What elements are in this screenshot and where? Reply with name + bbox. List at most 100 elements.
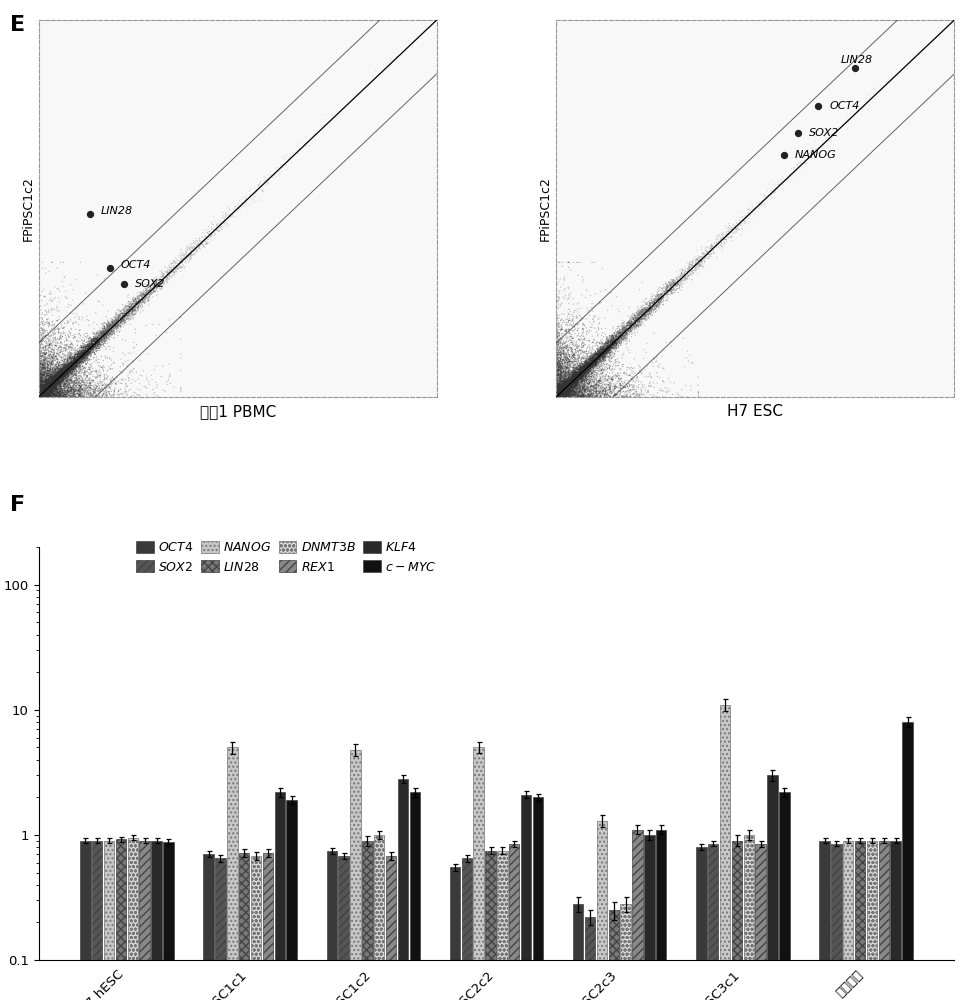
Point	[88, 336, 103, 352]
Point	[588, 347, 603, 363]
Point	[645, 297, 660, 313]
Point	[576, 386, 591, 402]
Point	[33, 332, 48, 348]
Point	[674, 265, 689, 281]
Point	[602, 336, 617, 352]
Point	[609, 330, 625, 346]
Point	[160, 262, 175, 278]
Point	[557, 388, 573, 404]
Point	[53, 365, 68, 381]
Point	[559, 376, 575, 392]
Point	[635, 304, 651, 320]
Point	[622, 316, 637, 332]
Point	[38, 368, 53, 384]
Point	[557, 386, 573, 402]
Point	[48, 375, 64, 391]
Point	[566, 370, 581, 386]
Point	[38, 388, 53, 404]
Point	[564, 376, 579, 392]
Point	[582, 358, 598, 374]
Point	[574, 332, 589, 348]
Point	[82, 340, 97, 356]
Point	[581, 354, 597, 370]
Point	[569, 360, 584, 376]
Point	[553, 381, 569, 397]
Point	[38, 340, 53, 356]
Point	[737, 208, 753, 224]
Point	[36, 387, 51, 403]
Point	[663, 284, 679, 300]
Point	[94, 332, 109, 348]
Point	[666, 275, 682, 291]
Point	[614, 328, 629, 344]
Point	[106, 386, 121, 402]
Point	[575, 363, 590, 379]
Point	[36, 386, 51, 402]
Point	[737, 215, 753, 231]
Point	[643, 297, 658, 313]
Point	[74, 339, 90, 355]
Point	[576, 368, 591, 384]
Point	[568, 388, 583, 404]
Point	[557, 374, 573, 390]
Point	[44, 361, 60, 377]
Point	[125, 292, 141, 308]
Point	[576, 371, 591, 387]
Point	[601, 333, 616, 349]
Point	[557, 367, 573, 383]
Point	[32, 361, 47, 377]
Point	[590, 379, 605, 395]
Point	[43, 367, 59, 383]
Point	[142, 282, 157, 298]
Point	[73, 347, 89, 363]
Point	[107, 384, 122, 400]
Point	[98, 386, 114, 402]
Point	[566, 373, 581, 389]
Point	[624, 321, 639, 337]
Point	[549, 364, 564, 380]
Point	[622, 319, 637, 335]
Point	[605, 341, 621, 357]
Point	[57, 365, 72, 381]
Point	[594, 342, 609, 358]
Point	[550, 389, 566, 405]
Point	[70, 363, 86, 379]
Point	[576, 377, 592, 393]
Point	[69, 351, 85, 367]
Point	[584, 355, 600, 371]
Point	[61, 362, 76, 378]
Point	[576, 359, 592, 375]
Point	[549, 375, 565, 391]
Point	[582, 349, 598, 365]
Point	[87, 338, 102, 354]
Point	[550, 382, 566, 398]
Point	[68, 356, 84, 372]
Point	[93, 327, 108, 343]
Point	[625, 317, 640, 333]
Point	[33, 370, 48, 386]
Point	[92, 388, 107, 404]
Point	[49, 371, 65, 387]
Point	[555, 386, 571, 402]
Point	[559, 354, 575, 370]
Point	[34, 372, 49, 388]
Point	[556, 388, 572, 404]
Point	[574, 368, 589, 384]
Point	[703, 241, 718, 257]
Point	[549, 384, 565, 400]
Point	[40, 378, 55, 394]
Point	[62, 361, 77, 377]
Point	[571, 364, 586, 380]
Point	[554, 379, 570, 395]
Point	[554, 369, 570, 385]
Point	[553, 360, 569, 376]
Point	[35, 385, 50, 401]
Point	[67, 352, 83, 368]
Point	[610, 332, 626, 348]
Point	[558, 375, 574, 391]
Point	[38, 324, 53, 340]
Point	[554, 380, 570, 396]
Point	[308, 126, 324, 142]
Point	[627, 324, 642, 340]
Point	[138, 284, 153, 300]
